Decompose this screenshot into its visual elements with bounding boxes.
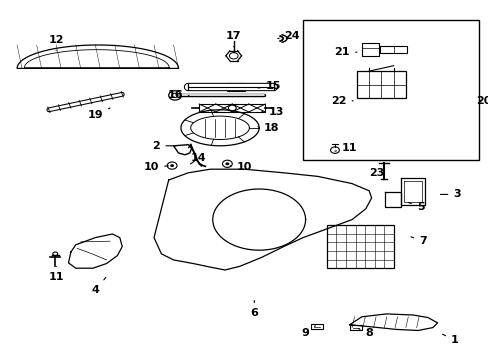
- Text: 12: 12: [48, 35, 64, 50]
- Text: 5: 5: [407, 202, 424, 212]
- Polygon shape: [280, 36, 283, 41]
- Text: 17: 17: [225, 31, 241, 47]
- Bar: [356, 71, 405, 98]
- Bar: [310, 324, 322, 329]
- Text: 9: 9: [301, 326, 315, 338]
- Bar: [303, 20, 478, 160]
- Text: 2: 2: [152, 141, 175, 151]
- Text: 11: 11: [334, 143, 357, 153]
- Bar: [199, 104, 264, 112]
- Circle shape: [225, 162, 229, 165]
- Text: 10: 10: [230, 162, 252, 172]
- Text: 6: 6: [250, 301, 258, 318]
- Text: 15: 15: [258, 81, 281, 91]
- Bar: [349, 325, 361, 330]
- Text: 23: 23: [368, 163, 384, 178]
- Text: 21: 21: [334, 47, 356, 57]
- Bar: [226, 83, 244, 91]
- Text: 14: 14: [190, 153, 205, 164]
- Text: 7: 7: [410, 236, 426, 246]
- Text: 4: 4: [91, 278, 105, 295]
- Text: 3: 3: [440, 189, 460, 199]
- Bar: [380, 46, 407, 53]
- Text: 11: 11: [48, 266, 64, 282]
- Bar: [361, 43, 378, 56]
- Text: 13: 13: [262, 107, 284, 117]
- Text: 8: 8: [358, 328, 372, 338]
- Text: 18: 18: [258, 123, 279, 133]
- Text: 22: 22: [330, 96, 352, 106]
- Text: 20: 20: [475, 96, 488, 106]
- Bar: [326, 225, 393, 268]
- Text: 16: 16: [167, 90, 188, 100]
- Text: 1: 1: [442, 334, 458, 345]
- Circle shape: [170, 164, 174, 167]
- Text: 19: 19: [87, 108, 110, 120]
- Text: 10: 10: [143, 162, 168, 172]
- Text: 24: 24: [277, 31, 300, 41]
